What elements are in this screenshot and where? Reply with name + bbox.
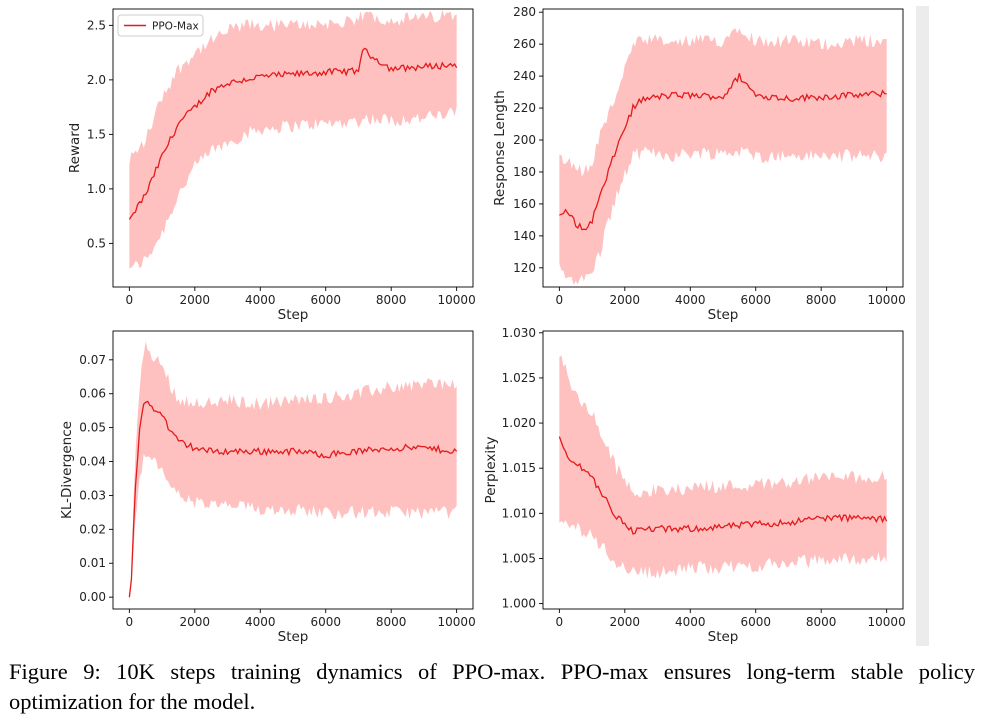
confidence-band xyxy=(559,28,887,285)
x-axis-label: Step xyxy=(278,307,309,323)
y-tick-label: 120 xyxy=(513,261,536,275)
y-axis-label: KL-Divergence xyxy=(59,421,75,519)
y-tick-label: 0.04 xyxy=(79,455,106,469)
x-tick-label: 10000 xyxy=(868,293,906,307)
x-tick-label: 0 xyxy=(556,615,564,629)
y-tick-label: 1.015 xyxy=(502,461,536,475)
y-tick-label: 240 xyxy=(513,69,536,83)
y-tick-label: 1.000 xyxy=(502,597,536,611)
x-tick-label: 4000 xyxy=(675,293,706,307)
x-tick-label: 0 xyxy=(556,293,564,307)
x-tick-label: 8000 xyxy=(806,293,837,307)
x-tick-label: 4000 xyxy=(675,615,706,629)
x-tick-label: 6000 xyxy=(310,293,341,307)
y-tick-label: 0.00 xyxy=(79,590,106,604)
x-axis-label: Step xyxy=(278,629,309,645)
x-tick-label: 6000 xyxy=(740,293,771,307)
plot-area xyxy=(559,28,887,285)
y-tick-label: 2.5 xyxy=(87,18,106,32)
y-tick-label: 260 xyxy=(513,37,536,51)
y-tick-label: 1.5 xyxy=(87,127,106,141)
x-tick-label: 2000 xyxy=(610,615,641,629)
x-tick-label: 8000 xyxy=(376,615,407,629)
x-tick-label: 2000 xyxy=(610,293,641,307)
x-tick-label: 0 xyxy=(126,293,134,307)
chart-perplexity: 0 2000 4000 6000 8000 10000 1.000 1.005 1.010 1.0… xyxy=(483,326,906,645)
y-tick-label: 0.05 xyxy=(79,421,106,435)
x-tick-label: 2000 xyxy=(180,615,211,629)
y-tick-label: 0.06 xyxy=(79,387,106,401)
y-tick-label: 0.5 xyxy=(87,236,106,250)
y-tick-label: 0.02 xyxy=(79,522,106,536)
x-tick-label: 8000 xyxy=(806,615,837,629)
y-tick-label: 1.010 xyxy=(502,506,536,520)
axes-frame xyxy=(542,8,904,288)
y-tick-label: 280 xyxy=(513,5,536,19)
y-tick-label: 220 xyxy=(513,101,536,115)
series-line xyxy=(558,436,888,535)
axes-frame xyxy=(542,330,904,610)
x-tick-label: 8000 xyxy=(376,293,407,307)
y-tick-label: 1.0 xyxy=(87,182,106,196)
confidence-band xyxy=(129,341,457,604)
x-axis-label: Step xyxy=(708,629,739,645)
y-tick-label: 0.03 xyxy=(79,488,106,502)
x-tick-label: 10000 xyxy=(438,615,476,629)
y-tick-label: 0.07 xyxy=(79,353,106,367)
figure-caption: Figure 9: 10K steps training dynamics of… xyxy=(9,659,975,714)
plot-area xyxy=(128,341,458,604)
y-tick-label: 140 xyxy=(513,229,536,243)
x-tick-label: 4000 xyxy=(245,293,276,307)
scrollbar[interactable] xyxy=(916,6,929,646)
chart-response-length: 0 2000 4000 6000 8000 10000 120 140 160 180 200 220… xyxy=(492,5,906,323)
chart-kl-divergence: 0 2000 4000 6000 8000 10000 0.00 0.01 0.02 0.03 0.… xyxy=(59,330,476,645)
plot-area xyxy=(128,9,458,269)
y-axis-label: Perplexity xyxy=(483,437,499,504)
axes-frame xyxy=(112,8,474,288)
x-tick-label: 0 xyxy=(126,615,134,629)
x-tick-label: 4000 xyxy=(245,615,276,629)
confidence-band xyxy=(559,355,887,579)
x-tick-label: 10000 xyxy=(868,615,906,629)
x-tick-label: 6000 xyxy=(740,615,771,629)
y-tick-label: 1.020 xyxy=(502,416,536,430)
legend: PPO-Max xyxy=(117,14,204,37)
legend-label: PPO-Max xyxy=(152,21,199,33)
y-tick-label: 1.025 xyxy=(502,371,536,385)
chart-reward: 0 2000 4000 6000 8000 10000 0.5 1.0 1.5 2.0 2.5 Ste… xyxy=(67,8,476,323)
x-tick-label: 6000 xyxy=(310,615,341,629)
y-tick-label: 1.005 xyxy=(502,551,536,565)
y-axis-label: Response Length xyxy=(492,90,508,206)
series-line xyxy=(128,400,458,598)
y-tick-label: 0.01 xyxy=(79,556,106,570)
y-tick-label: 200 xyxy=(513,133,536,147)
x-tick-label: 10000 xyxy=(438,293,476,307)
y-tick-label: 180 xyxy=(513,165,536,179)
y-tick-label: 2.0 xyxy=(87,73,106,87)
legend-box xyxy=(117,14,204,37)
x-axis-label: Step xyxy=(708,307,739,323)
axes-frame xyxy=(112,330,474,610)
y-axis-label: Reward xyxy=(67,123,83,173)
y-tick-label: 160 xyxy=(513,197,536,211)
x-tick-label: 2000 xyxy=(180,293,211,307)
series-line xyxy=(559,73,887,231)
y-tick-label: 1.030 xyxy=(502,326,536,340)
confidence-band xyxy=(129,9,457,269)
plot-area xyxy=(558,355,888,579)
series-line xyxy=(128,47,458,220)
